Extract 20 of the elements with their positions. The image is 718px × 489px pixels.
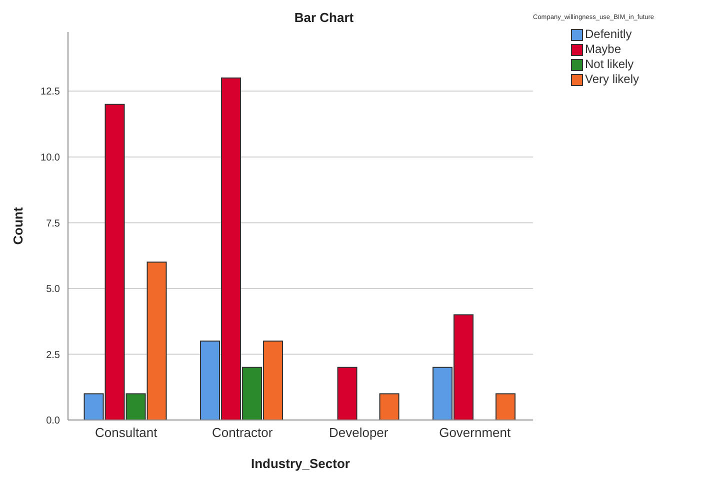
bar xyxy=(337,366,358,420)
y-tick-label: 12.5 xyxy=(40,86,60,98)
y-tick-label: 0.0 xyxy=(46,416,60,427)
y-axis-title: Count xyxy=(10,206,26,245)
x-tick-label: Developer xyxy=(328,425,389,440)
chart-title: Bar Chart xyxy=(294,10,354,25)
bar xyxy=(379,393,400,420)
y-tick-label: 10.0 xyxy=(40,152,60,164)
bar xyxy=(496,393,516,420)
x-tick-label: Government xyxy=(439,425,512,440)
legend-label: Defenitly xyxy=(584,27,633,42)
y-tick-label: 7.5 xyxy=(46,218,60,230)
x-tick-label: Contractor xyxy=(212,425,274,440)
legend-label: Maybe xyxy=(584,42,622,57)
y-tick-label: 5.0 xyxy=(46,284,60,296)
y-tick-label: 2.5 xyxy=(46,350,60,361)
legend-label: Not likely xyxy=(584,57,635,72)
legend-label: Very likely xyxy=(584,72,640,87)
x-tick-label: Consultant xyxy=(95,425,158,440)
x-axis-title: Industry_Sector xyxy=(251,456,350,471)
